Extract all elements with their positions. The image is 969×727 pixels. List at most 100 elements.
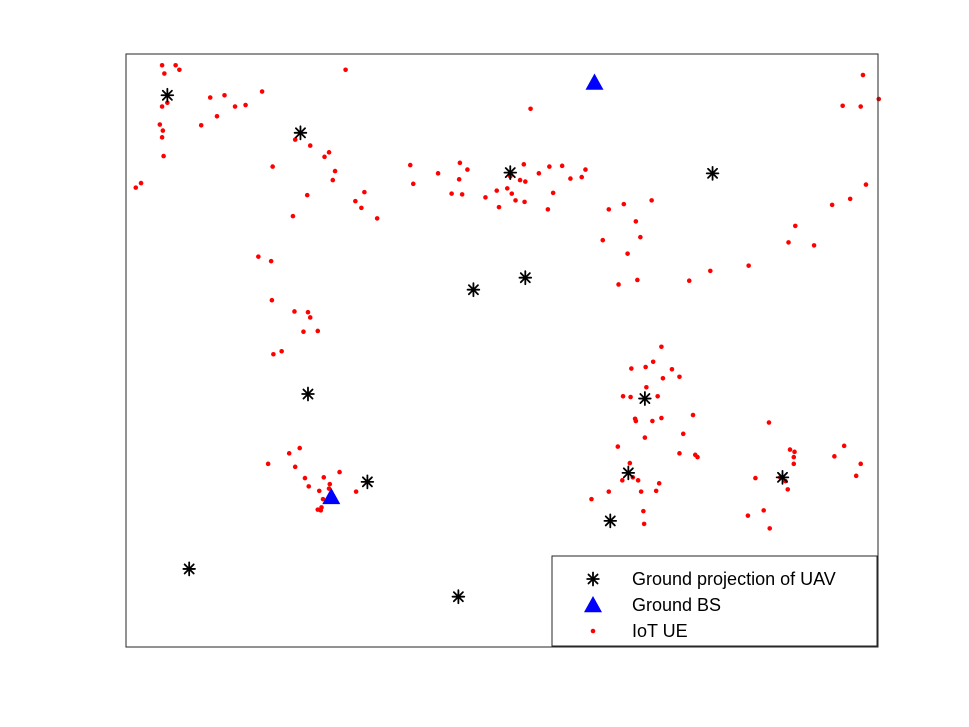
data-points — [133, 62, 882, 605]
iot-ue-point — [459, 192, 465, 197]
iot-ue-point — [133, 185, 139, 190]
iot-ue-point — [160, 128, 166, 133]
iot-ue-point — [315, 328, 321, 334]
iot-ue-point — [787, 447, 793, 452]
iot-ue-point — [690, 412, 696, 418]
iot-ue-point — [659, 344, 664, 350]
iot-ue-point — [316, 488, 322, 494]
iot-ue-point — [318, 508, 324, 513]
iot-ue-point — [259, 89, 265, 94]
iot-ue-point — [256, 254, 261, 259]
iot-ue-point — [746, 263, 751, 268]
iot-ue-point — [840, 103, 845, 109]
iot-ue-point — [621, 201, 627, 207]
iot-ue-point — [853, 473, 859, 479]
ground-bs-marker — [585, 73, 604, 90]
iot-ue-point — [320, 496, 326, 502]
iot-ue-point — [635, 277, 640, 283]
iot-ue-point — [579, 174, 585, 180]
iot-ue-point — [606, 489, 612, 494]
iot-ue-point — [321, 475, 327, 480]
iot-ue-point — [767, 526, 773, 531]
ground-bs-marker — [322, 487, 341, 505]
iot-ue-point — [494, 188, 500, 193]
iot-ue-point — [791, 454, 797, 460]
iot-ue-point — [159, 62, 165, 68]
iot-ue-point — [522, 199, 527, 205]
iot-ue-point — [509, 191, 515, 196]
iot-ue-point — [583, 167, 588, 172]
iot-ue-point — [326, 486, 332, 491]
legend-symbol — [584, 596, 602, 613]
legend-box — [551, 555, 878, 647]
iot-ue-point — [753, 475, 758, 481]
iot-ue-point — [660, 375, 666, 381]
uav-projection-marker — [360, 474, 375, 490]
legend-label-bs: Ground BS — [632, 595, 721, 615]
iot-ue-point — [695, 454, 700, 460]
iot-ue-point — [269, 297, 275, 303]
uav-projection-marker — [160, 87, 175, 103]
iot-ue-point — [159, 104, 165, 109]
iot-ue-point — [330, 177, 336, 183]
iot-ue-point — [628, 394, 633, 400]
iot-ue-point — [465, 167, 470, 172]
iot-ue-point — [745, 513, 751, 518]
iot-ue-point — [847, 196, 853, 202]
legend: Ground projection of UAV Ground BS IoT U… — [551, 555, 878, 647]
iot-ue-point — [829, 202, 835, 208]
uav-projection-marker — [638, 391, 652, 406]
iot-ue-point — [677, 451, 682, 456]
iot-ue-point — [290, 213, 296, 219]
iot-ue-point — [353, 489, 359, 494]
uav-projection-marker — [603, 513, 618, 529]
uav-projection-marker — [293, 125, 308, 141]
iot-ue-point — [343, 67, 348, 73]
iot-ue-point — [632, 416, 638, 422]
iot-ue-point — [792, 449, 797, 455]
iot-ue-point — [766, 420, 772, 425]
iot-ue-point — [456, 177, 462, 182]
iot-ue-point — [353, 198, 358, 204]
legend-marker-ue — [590, 628, 596, 634]
iot-ue-point — [165, 100, 170, 106]
iot-ue-point — [625, 251, 630, 256]
uav-projection-marker — [182, 561, 196, 577]
iot-ue-point — [680, 431, 686, 437]
iot-ue-point — [568, 176, 573, 181]
iot-ue-point — [629, 366, 634, 371]
iot-ue-point — [161, 153, 166, 159]
iot-ue-point — [650, 359, 656, 365]
iot-ue-point — [362, 189, 367, 195]
iot-ue-point — [286, 451, 292, 456]
iot-ue-point — [207, 95, 213, 100]
iot-ue-point — [496, 204, 502, 210]
iot-ue-point — [292, 309, 297, 314]
iot-ue-point — [627, 460, 633, 466]
legend-marker-bs — [584, 596, 602, 613]
iot-ue-point — [643, 364, 648, 370]
uav-projection-marker — [503, 165, 518, 181]
iot-ue-point — [785, 487, 791, 492]
iot-ue-point — [305, 309, 311, 315]
iot-ue-point — [504, 186, 510, 191]
iot-ue-point — [374, 216, 380, 221]
iot-ue-point — [177, 67, 182, 73]
iot-ue-point — [301, 329, 306, 335]
uav-projection-marker — [466, 282, 481, 298]
iot-ue-point — [279, 348, 284, 354]
legend-label-uav: Ground projection of UAV — [632, 569, 836, 589]
iot-ue-point — [270, 164, 275, 169]
iot-ue-point — [523, 179, 528, 184]
iot-ue-point — [589, 496, 594, 502]
iot-ue-point — [265, 461, 271, 467]
iot-ue-point — [811, 243, 817, 248]
uav-projection-marker — [451, 589, 466, 605]
uav-projection-marker — [775, 469, 790, 485]
iot-ue-point — [786, 240, 791, 245]
iot-ue-point — [307, 143, 313, 148]
iot-ue-point — [307, 315, 313, 320]
iot-ue-point — [633, 219, 639, 224]
iot-ue-point — [528, 106, 533, 112]
